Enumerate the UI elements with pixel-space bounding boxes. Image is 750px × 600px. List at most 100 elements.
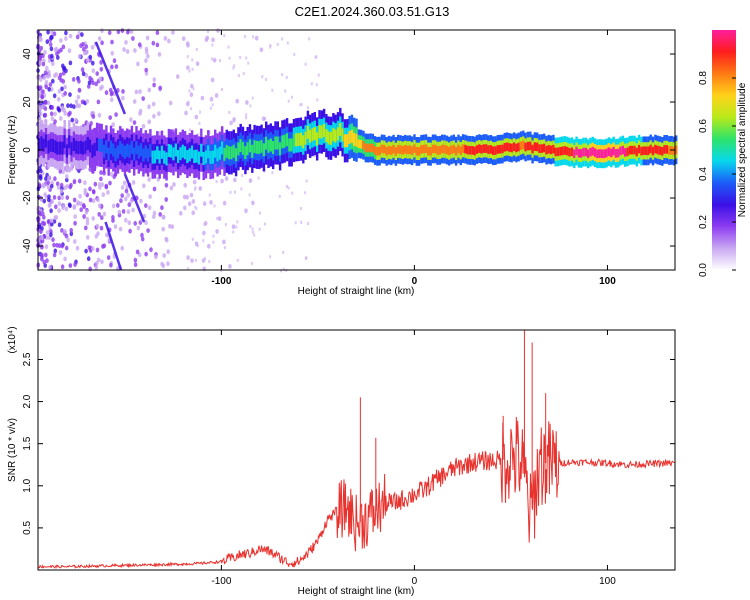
spectrogram-noise-cell [234,190,236,194]
spectrogram-noise-cell [194,258,197,262]
spectrogram-noise-cell [98,76,102,82]
spectrogram-noise-cell [48,82,53,87]
spectrogram-noise-cell [282,250,285,254]
spectrogram-noise-cell [48,265,52,270]
spectrogram-noise-cell [97,112,102,118]
spectrogram-noise-cell [317,73,320,77]
spectrogram-ridge-cell [353,132,356,146]
spectrogram-ridge-cell [577,148,581,158]
spectrogram-ridge-cell [545,145,548,155]
spectrogram-ridge-cell [84,140,87,154]
spectrogram-noise-cell [57,88,62,94]
spectrogram-noise-cell [191,237,194,241]
spectrogram-noise-cell [147,104,151,110]
spectrogram-noise-cell [84,44,89,49]
snr-plot-area [38,330,675,570]
spectrogram-ridge-cell [656,145,659,155]
spectrogram-noise-cell [192,179,197,185]
spectrogram-noise-cell [52,252,57,258]
spectrogram-ridge-cell [327,131,330,145]
spectrogram-noise-cell [305,256,308,260]
spectrogram-noise-cell [136,61,140,67]
spectrogram-noise-cell [117,209,122,215]
spectrogram-noise-cell [152,210,157,216]
spectrogram-noise-cell [48,202,52,208]
spectrogram-noise-cell [151,40,156,46]
spectrogram-noise-cell [99,66,104,72]
spectrogram-noise-cell [83,190,88,196]
spectrogram-ridge-cell [438,146,442,155]
spectrogram-noise-cell [38,54,43,60]
spectrogram-ridge-cell [133,147,136,161]
spectrogram-ridge-cell [332,128,335,142]
spectrogram-noise-cell [229,120,233,126]
spectrogram-ridge-cell [415,147,418,156]
spectrogram-noise-cell [188,69,191,73]
spectrogram-ridge-cell [82,141,85,155]
spectrogram-ridge-cell [126,143,129,157]
spectrogram-ridge-cell [234,148,238,162]
spectrogram-ridge-cell [663,145,666,154]
spectrogram-ridge-cell [336,127,340,141]
spectrogram-noise-cell [214,93,219,98]
spectrogram-ridge-cell [436,146,439,155]
spectrogram-ridge-cell [489,145,493,154]
spectrogram-noise-cell [151,101,156,107]
spectrogram-noise-cell [86,256,91,262]
spectrogram-ridge-cell [529,141,532,151]
spectrogram-noise-cell [92,189,96,195]
spectrogram-noise-cell [157,111,161,117]
spectrogram-ridge-cell [591,146,594,156]
spectrogram-noise-cell [136,225,141,231]
spectrogram-noise-cell [158,212,162,217]
spectrogram-noise-cell [131,36,135,41]
spectrogram-noise-cell [47,86,51,92]
spectrogram-ridge-cell [230,146,233,160]
spectrogram-noise-cell [212,234,215,238]
spectrogram-ridge-cell [443,144,446,154]
spectrogram-noise-cell [144,251,148,257]
spectrogram-streak [94,41,127,115]
spectrogram-noise-cell [53,176,57,182]
spectrogram-noise-cell [216,216,219,220]
spectrogram-noise-cell [97,212,101,217]
spectrogram-ridge-cell [128,144,131,158]
spectrogram-ridge-cell [364,143,367,153]
spectrogram-ridge-cell [290,138,293,152]
spectrogram-ridge-cell [170,144,173,158]
spectrogram-ridge-cell [207,145,210,159]
spectrogram-noise-cell [195,207,198,211]
spectrogram-noise-cell [46,219,51,224]
spectrogram-noise-cell [39,168,43,174]
spectrogram-ridge-cell [116,145,120,159]
spectrogram-noise-cell [229,190,232,194]
spectrogram-noise-cell [43,100,48,105]
spectrogram-ridge-cell [302,135,305,149]
spectrogram-noise-cell [99,170,103,175]
spectrogram-noise-cell [68,184,73,190]
spectrogram-noise-cell [232,119,235,123]
snr-line [37,416,675,569]
spectrogram-noise-cell [54,46,59,52]
spectrogram-noise-cell [135,249,140,255]
spectrogram-noise-cell [313,154,316,158]
spectrogram-noise-cell [186,267,189,271]
spectrogram-noise-cell [127,220,132,226]
spectrogram-noise-cell [102,211,107,217]
spectrogram-ridge-cell [253,140,256,154]
snr-y-multiplier: (x10⁴) [7,326,18,353]
spectrogram-noise-cell [251,261,253,265]
spectrogram-y-label: Frequency (Hz) [7,116,18,185]
snr-frame [37,329,676,571]
spectrogram-ridge-cell [216,148,219,162]
spectrogram-noise-cell [41,103,46,109]
spectrogram-ridge-cell [56,141,59,155]
snr-series [37,330,675,569]
spectrogram-noise-cell [84,248,88,254]
spectrogram-noise-cell [190,258,194,263]
spectrogram-noise-cell [77,78,81,84]
spectrogram-ridge-cell [587,149,590,159]
spectrogram-ridge-cell [596,149,599,159]
spectrogram-noise-cell [164,182,169,188]
spectrogram-noise-cell [168,100,173,106]
